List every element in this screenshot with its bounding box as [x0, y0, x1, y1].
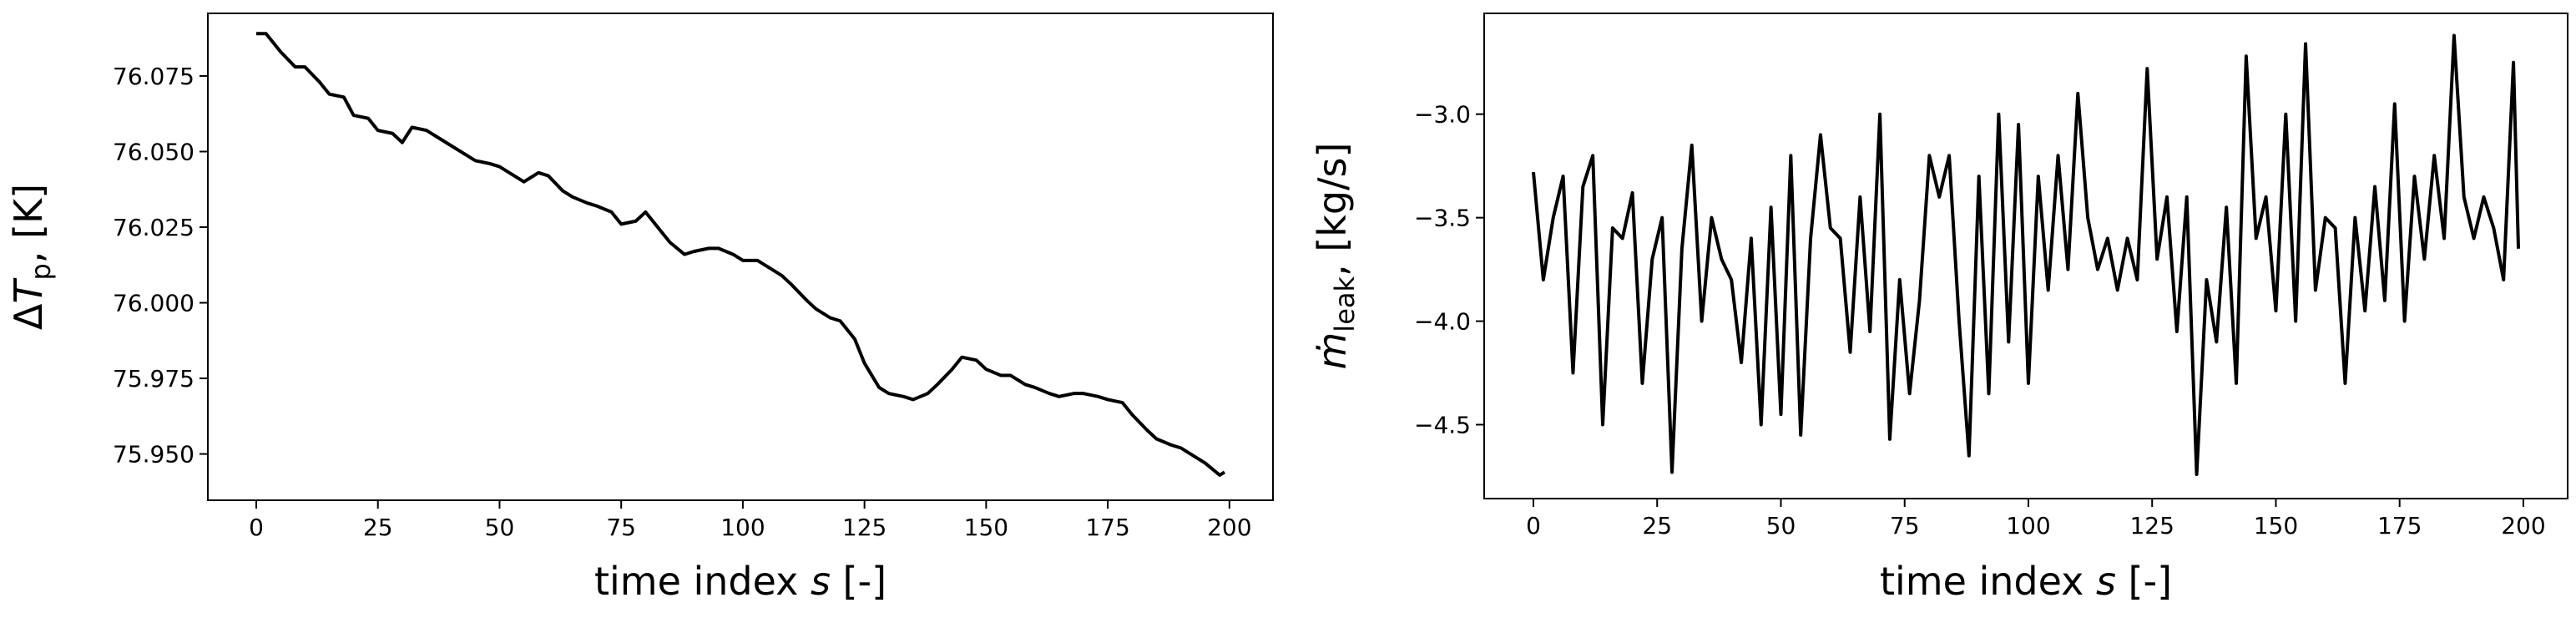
- x-tick-label: 50: [1766, 512, 1796, 539]
- x-tick-label: 150: [964, 514, 1008, 541]
- x-label-symbol: s: [2096, 559, 2116, 604]
- x-tick-label: 25: [363, 514, 393, 541]
- x-label-suffix: [-]: [2116, 559, 2172, 604]
- axes-frame: [1483, 13, 2568, 499]
- x-tick-label: 125: [2129, 512, 2174, 539]
- x-tick-label: 125: [842, 514, 886, 541]
- y-axis-label: ṁleak, [kg/s]: [1310, 143, 1361, 370]
- x-tick-label: 175: [2377, 512, 2422, 539]
- x-tick-label: 100: [720, 514, 765, 541]
- x-tick-label: 200: [1207, 514, 1251, 541]
- y-label-subscript: leak: [1329, 276, 1361, 332]
- y-tick-label: 76.000: [113, 290, 194, 317]
- x-tick-label: 75: [1890, 512, 1920, 539]
- x-label-suffix: [-]: [831, 559, 886, 604]
- x-tick-label: 200: [2501, 512, 2545, 539]
- y-tick-label: 76.050: [113, 138, 194, 165]
- y-label-prefix: Δ: [6, 303, 51, 330]
- y-label-suffix: , [K]: [6, 184, 51, 263]
- data-line: [256, 32, 1226, 477]
- x-tick-label: 50: [485, 514, 515, 541]
- x-tick-label: 175: [1085, 514, 1129, 541]
- x-label-text: time index: [1880, 559, 2096, 604]
- y-tick-label: −4.5: [1414, 412, 1471, 439]
- x-label-symbol: s: [811, 559, 831, 604]
- y-tick-label: 75.975: [113, 365, 194, 393]
- x-tick-label: 0: [249, 514, 264, 541]
- y-label-symbol: T: [6, 277, 51, 304]
- y-label-suffix: , [kg/s]: [1310, 143, 1355, 276]
- y-tick-label: −3.0: [1414, 101, 1471, 129]
- y-tick-label: −3.5: [1414, 205, 1471, 232]
- y-axis-label: ΔTp, [K]: [6, 184, 57, 330]
- data-line: [1532, 33, 2520, 476]
- y-tick-label: −4.0: [1414, 308, 1471, 336]
- x-label-text: time index: [594, 559, 811, 604]
- x-tick-label: 75: [606, 514, 636, 541]
- y-tick-label: 76.025: [113, 214, 194, 241]
- y-tick-label: 75.950: [113, 441, 194, 469]
- x-axis-label: time index s [-]: [1880, 559, 2172, 604]
- x-axis-label: time index s [-]: [594, 559, 886, 604]
- axes-frame: [207, 13, 1274, 501]
- x-tick-label: 0: [1526, 512, 1541, 539]
- x-tick-label: 25: [1642, 512, 1672, 539]
- x-tick-label: 150: [2254, 512, 2298, 539]
- y-label-symbol: ṁ: [1310, 332, 1355, 370]
- y-label-subscript: p: [25, 263, 57, 280]
- x-tick-label: 100: [2006, 512, 2050, 539]
- y-tick-label: 76.075: [113, 63, 194, 90]
